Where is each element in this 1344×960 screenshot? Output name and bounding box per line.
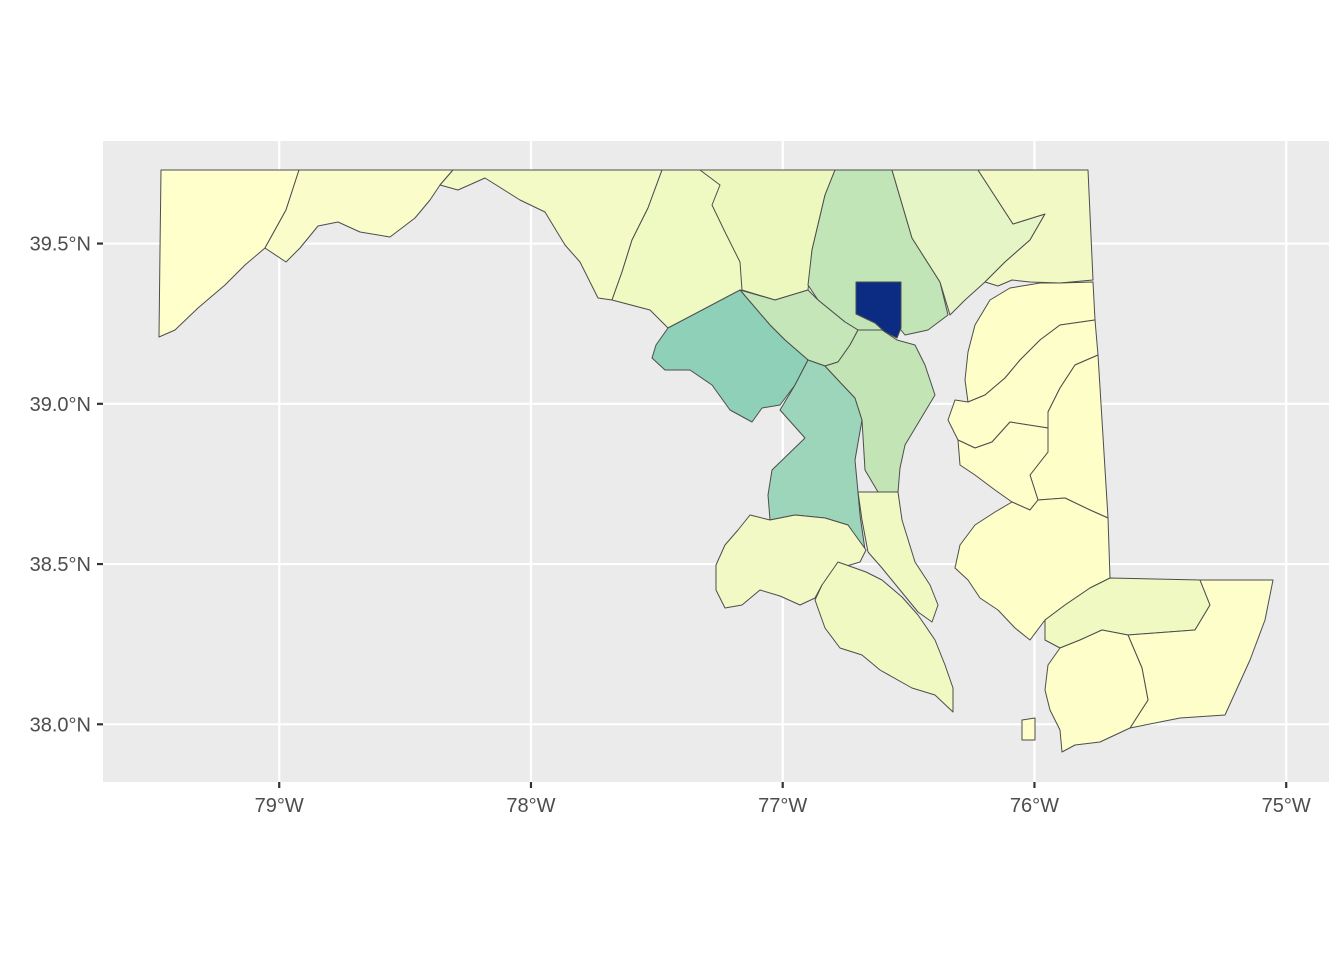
county-region: [814, 561, 954, 713]
county-region: [977, 169, 1094, 287]
county-region: [264, 169, 454, 263]
y-axis-tick-label: 38.5°N: [30, 554, 91, 576]
county-regions: [158, 169, 1274, 753]
x-axis-tick-label: 76°W: [1010, 795, 1059, 817]
y-axis-tick-labels: 38.0°N 38.5°N 39.0°N 39.5°N: [30, 234, 91, 737]
x-axis-tick-label: 77°W: [758, 795, 807, 817]
county-region: [651, 289, 809, 423]
axis-ticks: [97, 242, 1288, 788]
county-region: [824, 329, 936, 493]
x-axis-tick-label: 79°W: [255, 795, 304, 817]
x-axis-tick-label: 78°W: [506, 795, 555, 817]
x-axis-tick-label: 75°W: [1262, 795, 1311, 817]
county-region: [715, 514, 867, 609]
y-axis-tick-label: 39.5°N: [30, 234, 91, 256]
x-axis-tick-labels: 79°W 78°W 77°W 76°W 75°W: [255, 795, 1311, 817]
county-region: [855, 281, 902, 339]
county-region: [1021, 717, 1036, 741]
county-region: [1044, 629, 1149, 753]
county-region: [957, 421, 1049, 511]
y-axis-tick-label: 38.0°N: [30, 714, 91, 736]
y-axis-tick-label: 39.0°N: [30, 394, 91, 416]
county-region: [954, 497, 1111, 641]
county-region: [857, 491, 939, 623]
